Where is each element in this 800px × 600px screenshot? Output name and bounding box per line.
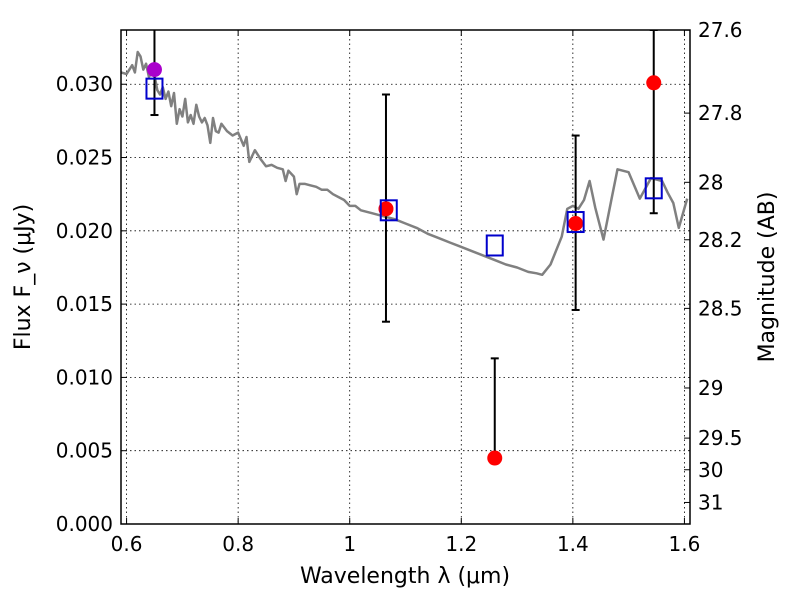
observed-point [378,201,394,217]
right-tick-label: 27.6 [698,18,743,42]
y-tick-label: 0.015 [56,292,113,316]
x-axis-label: Wavelength λ (μm) [300,564,510,589]
observed-point [568,215,584,231]
y-tick-label: 0.005 [56,439,113,463]
y-tick-label: 0.020 [56,219,113,243]
x-tick-label: 1 [343,532,356,556]
right-tick-label: 28 [698,170,723,194]
right-tick-label: 31 [698,490,723,514]
grid [121,30,690,525]
x-tick-label: 0.6 [111,532,143,556]
model-point [379,199,398,222]
observed-point [487,450,503,466]
model-point [145,77,164,100]
right-tick-label: 28.2 [698,228,743,252]
x-tick-label: 1.2 [445,532,477,556]
y-tick-label: 0.000 [56,512,113,536]
y-tick-label: 0.030 [56,72,113,96]
ticks [121,29,690,525]
observed-point [646,75,662,91]
model-point [644,177,663,200]
right-tick-label: 29.5 [698,426,743,450]
right-tick-label: 27.8 [698,101,743,125]
model-point [485,234,504,257]
x-tick-label: 1.4 [557,532,589,556]
model-point [566,211,585,234]
model-points [145,77,663,257]
plot-frame [120,29,691,525]
right-tick-label: 28.5 [698,296,743,320]
right-tick-label: 29 [698,376,723,400]
y-axis-label-left: Flux F_ν (μJy) [11,204,36,350]
highlight-point [146,62,162,78]
y-axis-label-right: Magnitude (AB) [755,192,780,363]
y-tick-label: 0.025 [56,146,113,170]
tick-labels: 0.6 0.8 1 1.2 1.4 1.6 0.000 0.005 0.010 0.015 0.02… [56,18,743,556]
y-tick-label: 0.010 [56,365,113,389]
right-tick-label: 30 [698,458,723,482]
error-bars [150,30,658,460]
x-tick-label: 1.6 [669,532,701,556]
observed-points [146,62,662,466]
template-spectrum [121,50,689,277]
x-tick-label: 0.8 [222,532,254,556]
spectrum-line [121,50,689,277]
